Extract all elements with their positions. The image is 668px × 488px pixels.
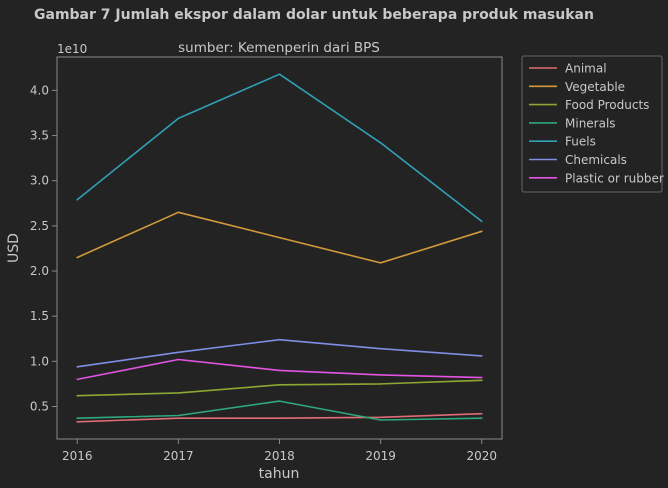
legend-label-plastic-or-rubber: Plastic or rubber [565,171,664,185]
x-tick-label: 2018 [264,449,295,463]
series-line-fuels [76,73,483,223]
y-tick-label: 1.5 [30,309,49,323]
series-line-plastic-or-rubber [76,358,483,381]
y-axis: 0.5 1.0 1.5 2.0 2.5 3.0 3.5 4.0 [30,83,57,413]
y-tick-label: 0.5 [30,399,49,413]
y-axis-scale-label: 1e10 [57,42,87,56]
series-lines [76,73,483,423]
series-line-vegetable [76,211,483,264]
series-line-food-products [76,379,483,397]
legend-label-food-products: Food Products [565,98,649,112]
y-tick-label: 3.5 [30,129,49,143]
x-axis: 2016 2017 2018 2019 2020 [62,439,497,463]
x-tick-label: 2019 [365,449,396,463]
chart-title: Gambar 7 Jumlah ekspor dalam dolar untuk… [34,7,594,23]
y-tick-label: 2.5 [30,219,49,233]
x-axis-label: tahun [259,466,300,482]
y-tick-label: 2.0 [30,264,49,278]
legend-label-vegetable: Vegetable [565,80,625,94]
legend: Animal Vegetable Food Products Minerals Fuel… [521,55,664,193]
series-line-animal [76,412,483,423]
legend-label-minerals: Minerals [565,116,616,130]
legend-label-fuels: Fuels [565,135,596,149]
series-line-chemicals [76,338,483,368]
x-tick-label: 2017 [163,449,194,463]
y-tick-label: 4.0 [30,83,49,97]
y-axis-label: USD [6,233,22,263]
y-tick-label: 1.0 [30,354,49,368]
x-tick-label: 2016 [62,449,93,463]
series-line-minerals [76,400,483,421]
chart-subtitle: sumber: Kemenperin dari BPS [178,40,380,56]
legend-frame [521,55,663,193]
legend-label-animal: Animal [565,62,607,76]
legend-label-chemicals: Chemicals [565,153,627,167]
y-tick-label: 3.0 [30,174,49,188]
x-tick-label: 2020 [466,449,497,463]
